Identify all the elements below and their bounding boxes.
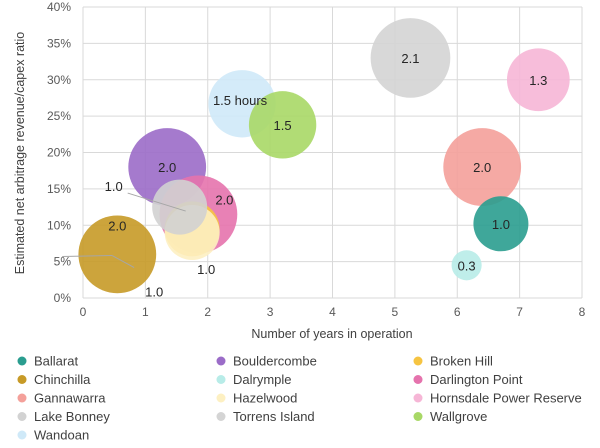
bubble-hornsdale-power-reserve <box>506 48 570 112</box>
legend-item: Lake Bonney <box>17 409 110 424</box>
legend-label: Hazelwood <box>233 391 297 406</box>
bubble-value-label: 1.0 <box>492 217 510 232</box>
bubble-value-label: 2.0 <box>215 192 233 207</box>
bubble-labels: 1.0 2.0 1.0 2.0 0.3 2.0 2.0 1.0 1.3 1.0 2.1 1.5 1.5 … <box>105 51 548 300</box>
legend-marker <box>17 356 27 366</box>
legend-label: Darlington Point <box>430 372 523 387</box>
bubble-torrens-island <box>370 18 451 98</box>
legend-label: Dalrymple <box>233 372 292 387</box>
legend-label: Torrens Island <box>233 409 315 424</box>
x-tick-label: 3 <box>267 305 274 319</box>
legend-item: Wallgrove <box>413 409 487 424</box>
y-axis-ticks: 0% 5% 10% 15% 20% 25% 30% 35% 40% <box>47 0 71 305</box>
legend-item: Hazelwood <box>216 391 297 406</box>
legend-marker <box>216 412 226 421</box>
bubble-lake-bonney <box>152 179 208 235</box>
legend-label: Ballarat <box>34 354 78 369</box>
y-tick-label: 30% <box>47 73 71 87</box>
legend-label: Gannawarra <box>34 391 106 406</box>
legend: Ballarat Bouldercombe Broken Hill Chinchill… <box>17 354 582 443</box>
legend-label: Broken Hill <box>430 354 493 369</box>
legend-item: Broken Hill <box>413 354 493 369</box>
legend-label: Chinchilla <box>34 372 91 387</box>
leader-line <box>127 192 186 212</box>
y-tick-label: 40% <box>47 0 71 14</box>
legend-marker <box>17 375 27 384</box>
legend-label: Wandoan <box>34 428 89 443</box>
x-axis-ticks: 0 1 2 3 4 5 6 7 8 <box>80 305 586 319</box>
x-tick-label: 2 <box>204 305 211 319</box>
leader-line <box>111 255 135 268</box>
legend-label: Wallgrove <box>430 409 487 424</box>
legend-marker <box>413 412 423 421</box>
x-tick-label: 1 <box>142 305 149 319</box>
legend-marker <box>17 412 27 421</box>
legend-marker <box>17 430 27 440</box>
x-tick-label: 6 <box>454 305 461 319</box>
legend-item: Ballarat <box>17 354 78 369</box>
y-tick-label: 20% <box>47 146 71 160</box>
y-tick-label: 25% <box>47 109 71 123</box>
legend-item: Dalrymple <box>216 372 292 387</box>
x-tick-label: 5 <box>392 305 399 319</box>
bubble-value-label: 2.0 <box>108 218 126 233</box>
bubble-value-label: 0.3 <box>458 258 476 273</box>
legend-marker <box>17 393 27 403</box>
y-axis-title: Estimated net arbitrage revenue/capex ra… <box>13 32 27 275</box>
bubble-gannawarra <box>443 128 522 206</box>
y-tick-label: 15% <box>47 182 71 196</box>
legend-marker <box>413 375 423 384</box>
bubble-value-label: 2.0 <box>158 160 176 175</box>
bubble-ballarat <box>473 196 529 252</box>
x-tick-label: 0 <box>80 305 87 319</box>
legend-label: Hornsdale Power Reserve <box>430 391 582 406</box>
legend-item: Bouldercombe <box>216 354 317 369</box>
legend-marker <box>216 356 226 366</box>
bubble-value-label: 1.0 <box>197 262 215 277</box>
bubble-wallgrove <box>248 91 317 159</box>
y-tick-label: 35% <box>47 36 71 50</box>
legend-marker <box>216 375 226 384</box>
legend-item: Darlington Point <box>413 372 523 387</box>
bubble-value-label: 1.0 <box>105 179 123 194</box>
legend-marker <box>413 356 423 366</box>
legend-item: Wandoan <box>17 428 89 443</box>
bubble-dalrymple <box>451 250 482 281</box>
legend-marker <box>413 393 423 403</box>
legend-label: Lake Bonney <box>34 409 110 424</box>
bubble-value-label: 1.5 hours <box>213 93 268 108</box>
x-tick-label: 4 <box>329 305 336 319</box>
x-axis-title: Number of years in operation <box>251 327 412 341</box>
legend-item: Torrens Island <box>216 409 315 424</box>
x-tick-label: 7 <box>516 305 523 319</box>
bubble-chinchilla <box>78 215 157 294</box>
legend-item: Gannawarra <box>17 391 106 406</box>
x-tick-label: 8 <box>579 305 586 319</box>
legend-item: Chinchilla <box>17 372 91 387</box>
y-tick-label: 10% <box>47 218 71 232</box>
bubble-value-label: 2.1 <box>401 51 419 66</box>
bubbles <box>78 18 570 294</box>
y-tick-label: 5% <box>54 255 72 269</box>
y-tick-label: 0% <box>54 291 72 305</box>
leader-lines <box>62 192 186 268</box>
bubble-value-label: 2.0 <box>473 160 491 175</box>
legend-marker <box>216 393 226 403</box>
leader-line <box>62 255 113 258</box>
legend-label: Bouldercombe <box>233 354 317 369</box>
bubble-value-label: 1.5 <box>274 118 292 133</box>
bubble-value-label: 1.0 <box>145 285 163 300</box>
bubble-value-label: 1.3 <box>529 73 547 88</box>
legend-item: Hornsdale Power Reserve <box>413 391 582 406</box>
